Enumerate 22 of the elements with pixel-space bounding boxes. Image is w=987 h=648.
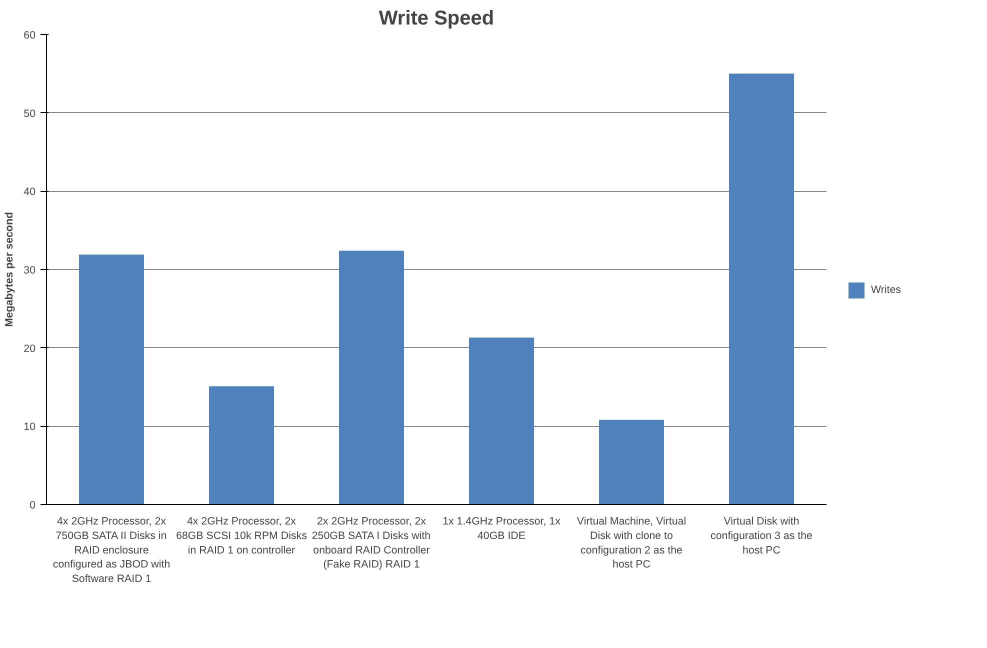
x-tick-label: 4x 2GHz Processor, 2x 750GB SATA II Disks in RAID enclosure configured as JBOD with Software RAID 1 (52, 516, 170, 586)
y-tick-label: 30 (24, 264, 36, 276)
x-tick-label: 2x 2GHz Processor, 2x 250GB SATA I Disks with onboard RAID Controller (Fake RAID) RAID 1 (312, 516, 431, 571)
y-tick-label: 0 (30, 500, 36, 512)
bar (599, 420, 664, 504)
bar (729, 74, 794, 504)
y-tick-label: 20 (24, 342, 36, 355)
x-tick-label: 1x 1.4GHz Processor, 1x 40GB IDE (442, 516, 562, 542)
y-tick-label: 50 (24, 108, 36, 120)
y-tick-label: 40 (24, 186, 36, 198)
y-tick-label: 10 (24, 421, 36, 434)
x-tick-label: Virtual Disk with configuration 3 as the host PC (710, 516, 813, 556)
x-tick-label: 4x 2GHz Processor, 2x 68GB SCSI 10k RPM Disks in RAID 1 on controller (176, 516, 307, 556)
x-tick-label: Virtual Machine, Virtual Disk with clone to configuration 2 as the host PC (576, 516, 686, 571)
y-tick-label: 60 (24, 30, 36, 42)
bar (79, 254, 144, 504)
bar (209, 386, 274, 504)
legend-label: Writes (871, 284, 901, 296)
chart-title: Write Speed (378, 8, 494, 30)
bar (469, 338, 534, 504)
bar (339, 250, 404, 504)
y-axis-title: Megabytes per second (4, 212, 16, 327)
